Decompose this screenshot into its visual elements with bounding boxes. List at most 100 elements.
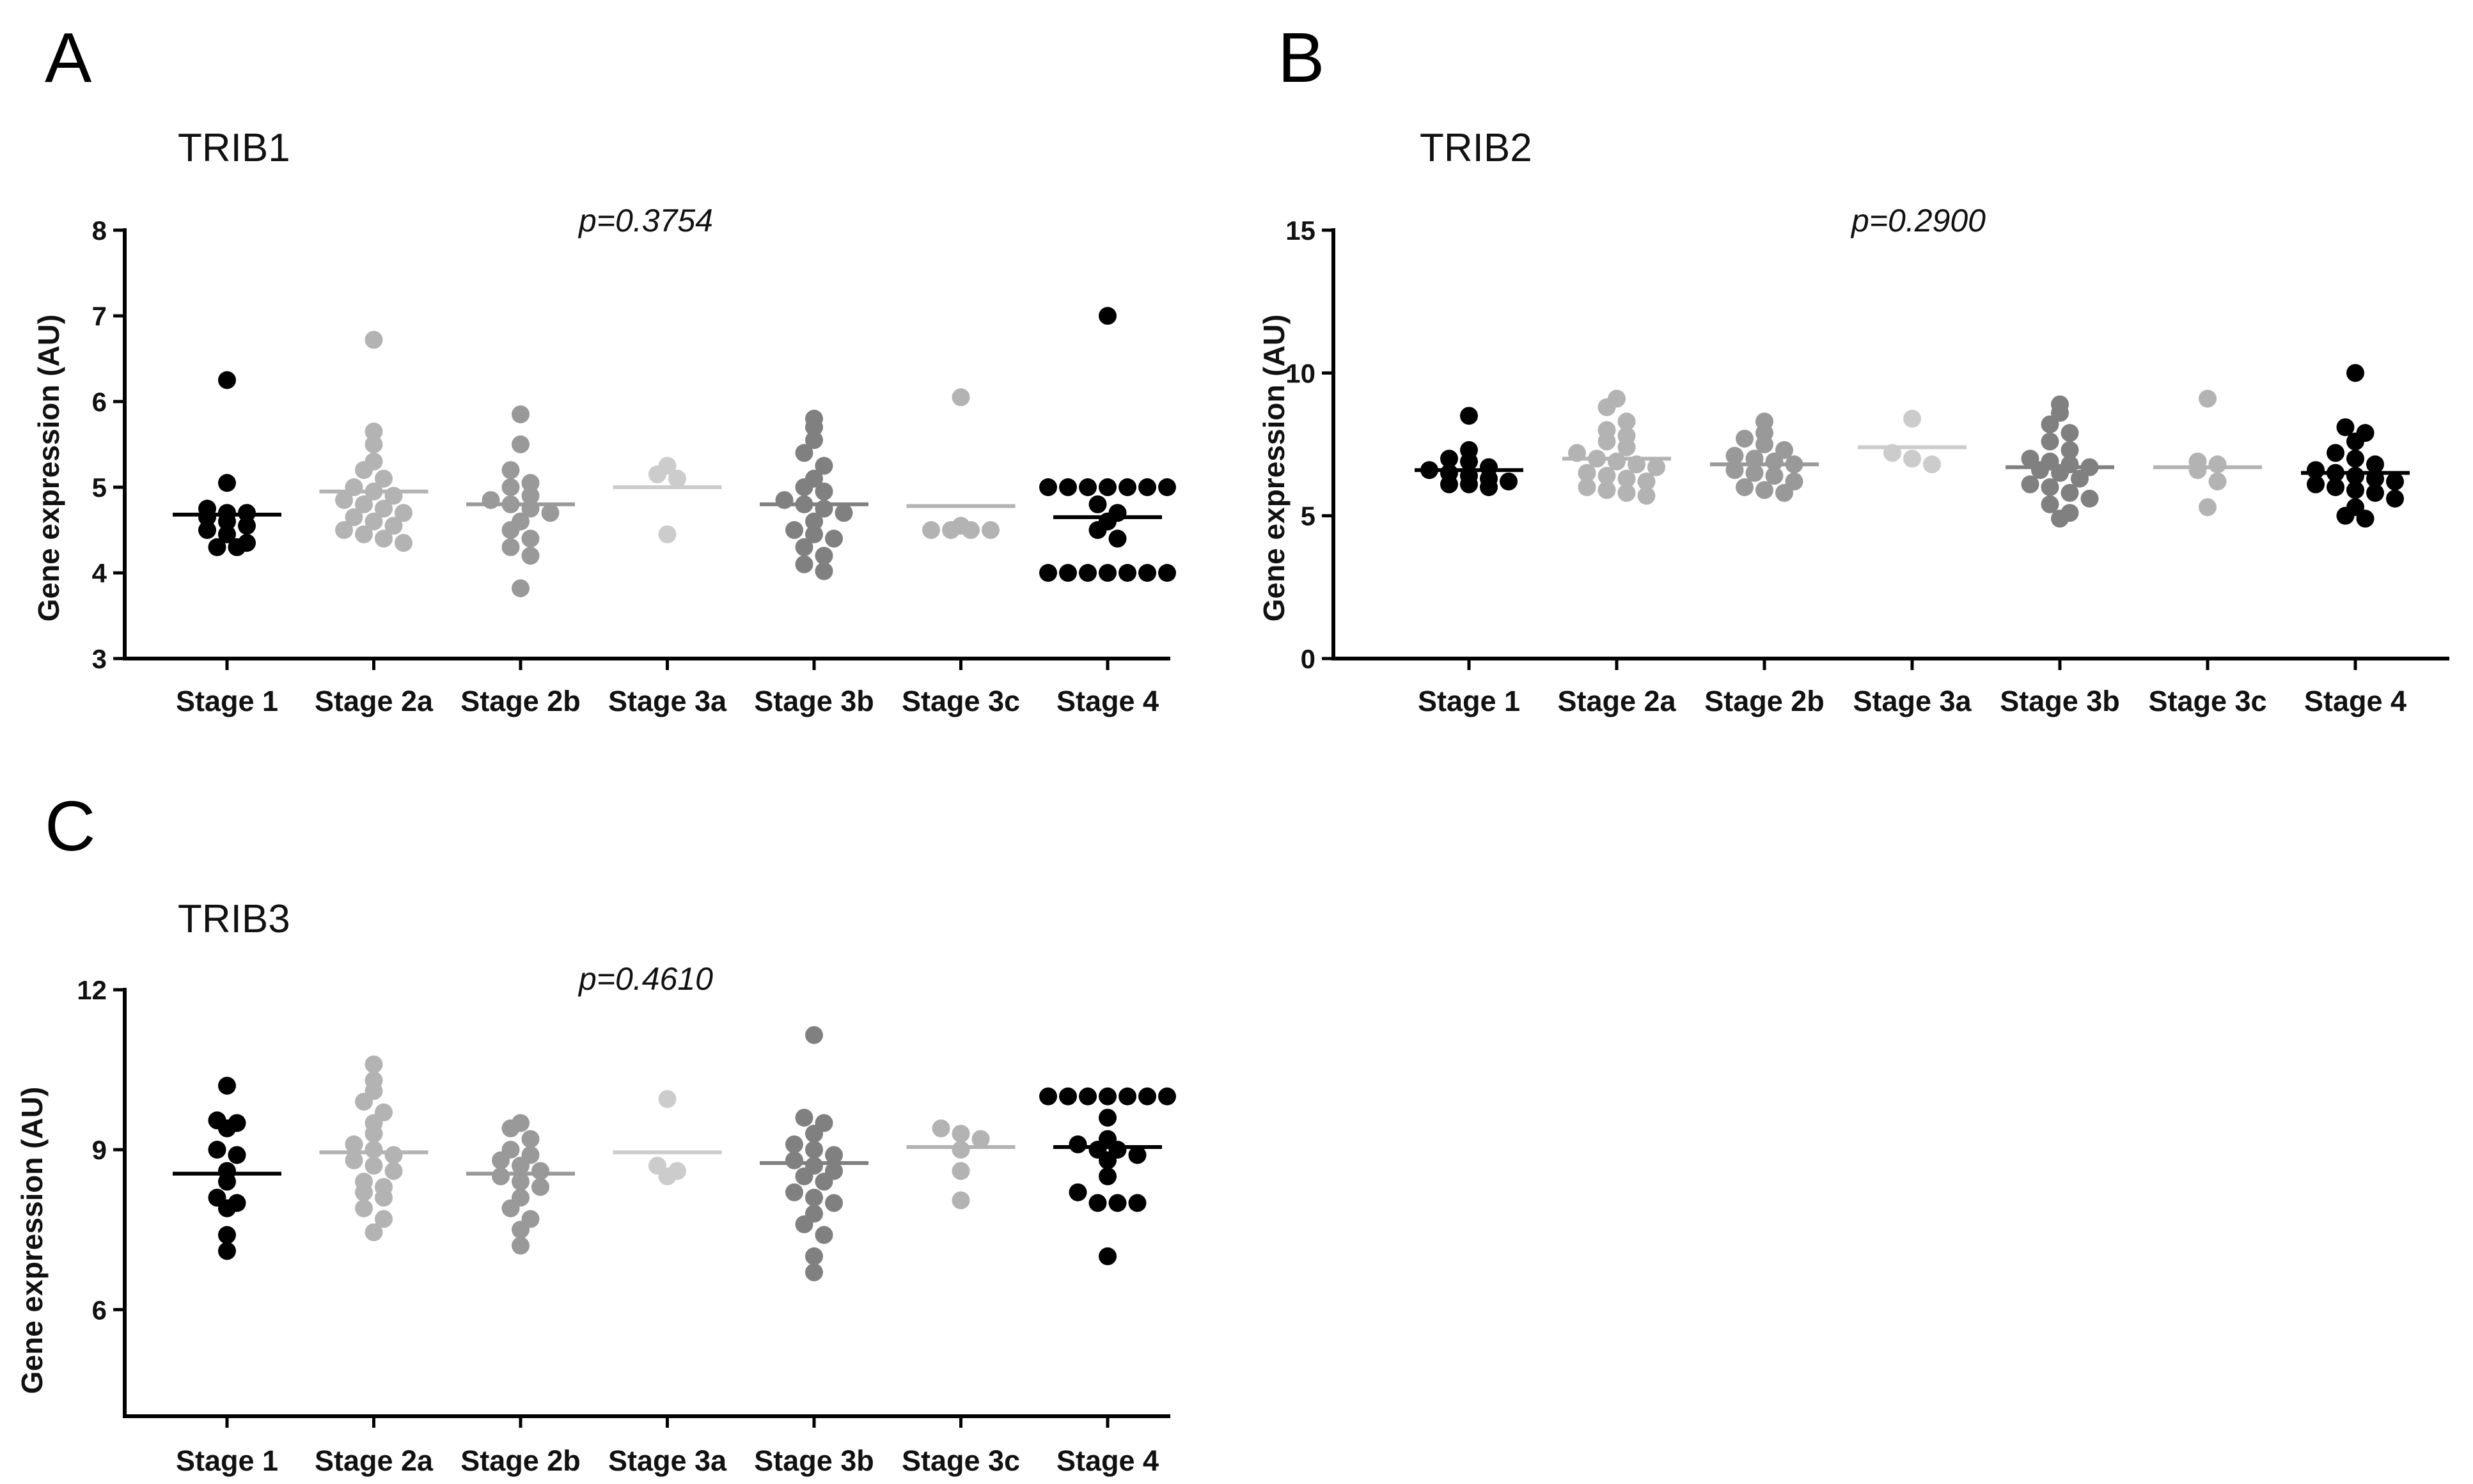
data-point <box>1119 478 1136 496</box>
data-point <box>1079 564 1097 582</box>
data-points-trib1 <box>173 307 1176 598</box>
data-point <box>2336 506 2355 525</box>
data-point <box>2327 444 2344 462</box>
data-point <box>658 525 677 543</box>
panel-a: A TRIB1 p=0.3754 Gene expression (AU) 3 4… <box>32 19 1176 717</box>
data-point <box>2071 469 2089 488</box>
data-point <box>384 1146 403 1164</box>
data-point <box>805 1125 823 1143</box>
data-point <box>815 1173 833 1191</box>
x-category-label: Stage 2a <box>1557 685 1676 717</box>
data-point <box>365 1125 383 1143</box>
data-point <box>805 525 823 543</box>
data-point <box>384 517 403 535</box>
data-point <box>1039 564 1057 582</box>
data-point <box>1099 1109 1117 1127</box>
data-point <box>922 521 940 539</box>
data-point <box>335 491 353 510</box>
data-point <box>2041 478 2059 496</box>
data-point <box>795 1109 813 1127</box>
data-point <box>825 1146 843 1164</box>
data-point <box>1158 478 1176 496</box>
data-point <box>1088 1194 1107 1212</box>
data-point <box>1069 1183 1087 1201</box>
data-point <box>218 1199 236 1217</box>
data-point <box>1128 1146 1147 1164</box>
data-point <box>375 1210 393 1228</box>
data-point <box>1059 564 1077 582</box>
x-category-label: Stage 3b <box>754 685 874 717</box>
data-point <box>541 504 560 522</box>
data-point <box>1578 478 1596 496</box>
y-tick-label: 9 <box>92 1135 107 1165</box>
data-point <box>375 469 393 488</box>
data-point <box>2327 478 2344 496</box>
data-point <box>1099 1087 1117 1105</box>
data-point <box>395 534 412 552</box>
data-point <box>2346 364 2364 382</box>
data-point <box>2199 498 2217 517</box>
data-point <box>1128 1194 1147 1212</box>
data-point <box>218 1119 236 1137</box>
data-point <box>501 478 520 496</box>
data-point <box>1460 452 1478 471</box>
x-category-label: Stage 1 <box>176 1444 278 1477</box>
x-category-label: Stage 3a <box>608 685 727 717</box>
data-point <box>1647 458 1665 476</box>
data-point <box>355 461 373 480</box>
x-category-label: Stage 1 <box>176 685 278 717</box>
data-point <box>1736 478 1754 496</box>
data-point <box>345 1151 363 1169</box>
data-point <box>658 1090 677 1108</box>
data-point <box>2041 415 2059 433</box>
data-point <box>1108 1194 1127 1212</box>
data-point <box>1755 435 1773 453</box>
data-point <box>1158 1087 1176 1105</box>
data-point <box>815 482 833 501</box>
x-category-label: Stage 3c <box>902 685 1020 717</box>
data-point <box>335 521 353 539</box>
data-point <box>355 495 373 513</box>
x-category-label: Stage 2a <box>315 685 434 717</box>
data-point <box>2021 475 2039 494</box>
data-point <box>1460 407 1478 425</box>
data-point <box>1460 475 1478 494</box>
data-point <box>218 1242 236 1260</box>
data-point <box>962 521 980 539</box>
data-point <box>512 579 530 598</box>
data-point <box>1138 1087 1156 1105</box>
data-point <box>501 538 520 556</box>
data-point <box>1099 1247 1117 1265</box>
data-point <box>2199 389 2217 408</box>
x-category-label: Stage 3c <box>2148 685 2266 717</box>
data-point <box>531 1178 549 1196</box>
data-point <box>2346 481 2364 499</box>
data-point <box>805 1263 823 1281</box>
y-axis-title-trib3: Gene expression (AU) <box>15 1087 49 1394</box>
data-point <box>1119 564 1136 582</box>
data-point <box>805 1026 823 1044</box>
data-point <box>208 538 226 556</box>
panel-letter-a: A <box>45 19 92 97</box>
data-point <box>345 1135 363 1153</box>
data-point <box>2346 449 2364 468</box>
data-point <box>942 521 960 539</box>
data-point <box>658 1167 677 1185</box>
data-point <box>531 1162 549 1180</box>
p-value-trib1: p=0.3754 <box>577 203 713 238</box>
data-point <box>395 504 412 522</box>
data-point <box>365 512 383 531</box>
x-category-label: Stage 3a <box>1853 685 1972 717</box>
data-point <box>1480 478 1498 496</box>
y-axis-title-trib2: Gene expression (AU) <box>1257 315 1291 622</box>
data-point <box>2346 432 2364 451</box>
data-point <box>512 1221 530 1239</box>
data-point <box>1099 478 1117 496</box>
y-axis-title-trib1: Gene expression (AU) <box>32 315 65 622</box>
data-point <box>218 474 236 492</box>
y-tick-label: 6 <box>92 1295 107 1325</box>
data-point <box>355 1199 373 1217</box>
y-tick-label: 5 <box>1301 501 1315 531</box>
x-category-label: Stage 1 <box>1418 685 1520 717</box>
data-point <box>1765 467 1784 485</box>
